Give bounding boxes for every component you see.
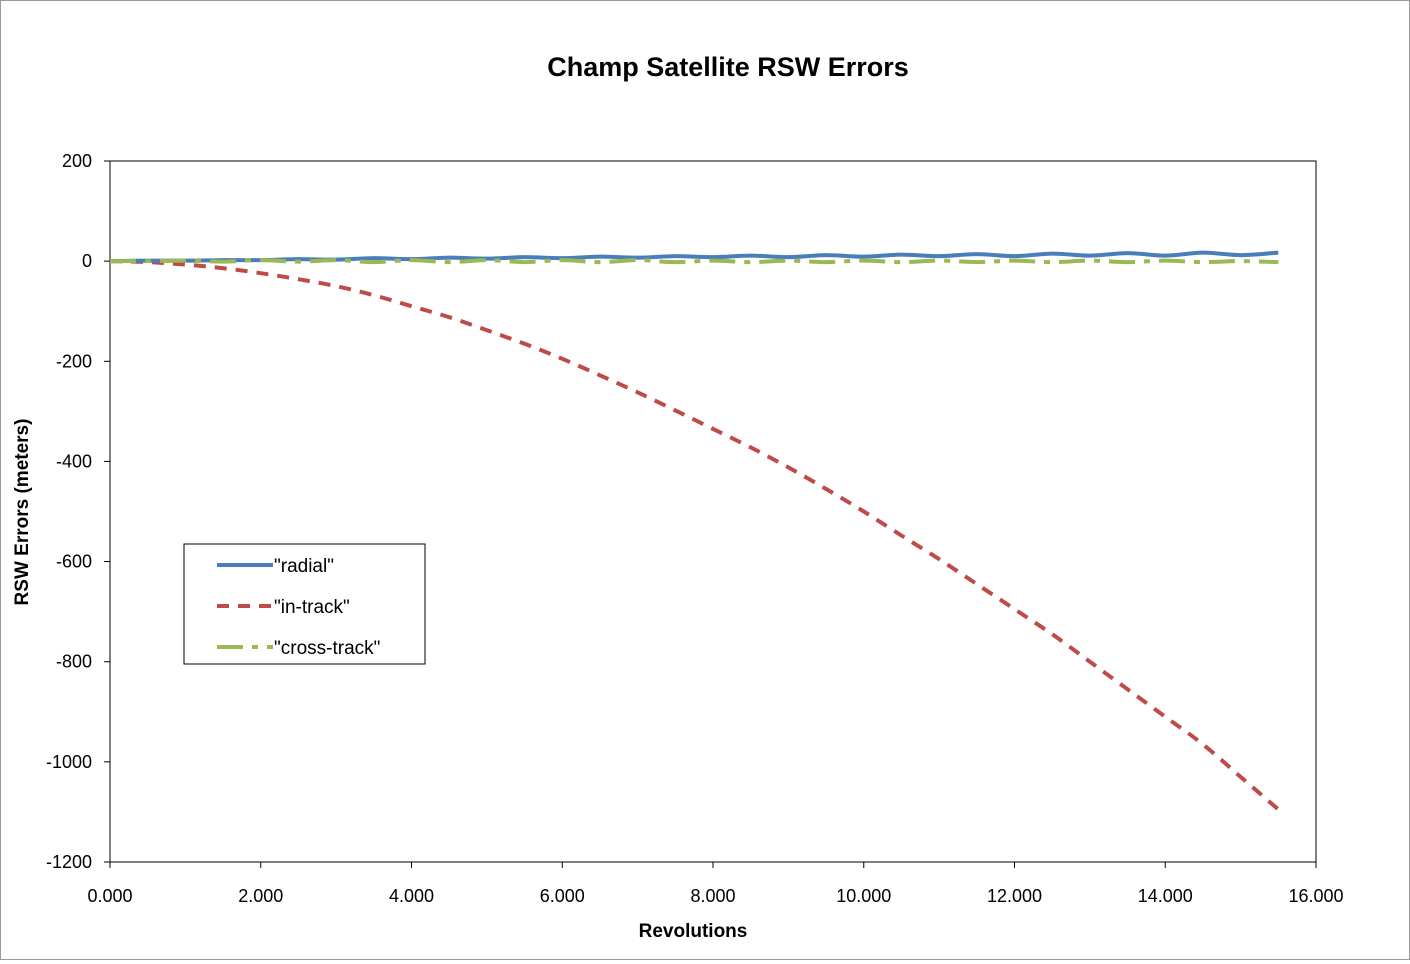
y-tick-label: -600: [56, 552, 92, 572]
y-tick-label: 0: [82, 251, 92, 271]
series-line-0: [109, 250, 1279, 264]
x-tick-label: 6.000: [540, 886, 585, 906]
legend-label-0: "radial": [274, 556, 334, 577]
chart-title: Champ Satellite RSW Errors: [547, 52, 909, 82]
y-tick-label: -1200: [46, 852, 92, 872]
y-axis: 200 0 -200 -400 -600 -800 -1000 -1200: [46, 151, 110, 872]
y-axis-title: RSW Errors (meters): [12, 419, 33, 606]
x-tick-label: 4.000: [389, 886, 434, 906]
x-axis: 0.000 2.000 4.000 6.000 8.000 10.000 12.000 14.…: [87, 862, 1344, 906]
y-tick-label: -1000: [46, 752, 92, 772]
legend-label-2: "cross-track": [274, 638, 380, 659]
x-tick-label: 0.000: [87, 886, 132, 906]
x-tick-label: 10.000: [836, 886, 891, 906]
x-axis-title: Revolutions: [639, 921, 748, 942]
x-tick-label: 14.000: [1138, 886, 1193, 906]
plot-area: [109, 160, 1317, 863]
legend: "radial" "in-track" "cross-track": [183, 543, 426, 665]
x-tick-label: 8.000: [690, 886, 735, 906]
y-tick-label: 200: [62, 151, 92, 171]
legend-label-1: "in-track": [274, 597, 350, 618]
x-tick-label: 12.000: [987, 886, 1042, 906]
x-tick-label: 16.000: [1288, 886, 1343, 906]
series-layer: [109, 250, 1280, 811]
x-tick-label: 2.000: [238, 886, 283, 906]
y-tick-label: -400: [56, 451, 92, 471]
series-line-1: [109, 259, 1280, 811]
y-tick-label: -200: [56, 351, 92, 371]
y-tick-label: -800: [56, 652, 92, 672]
